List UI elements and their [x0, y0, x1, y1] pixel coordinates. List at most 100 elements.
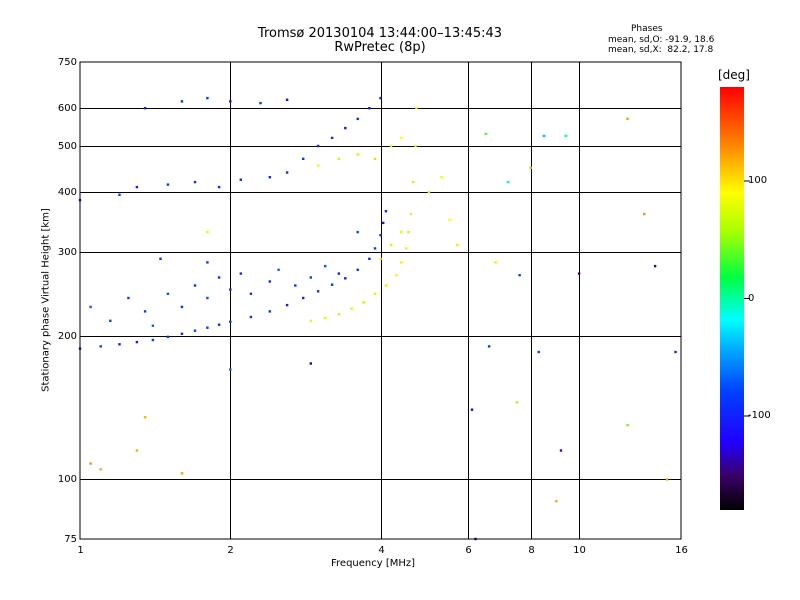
chart-subtitle: RwPretec (8p)	[334, 40, 426, 55]
data-point	[229, 288, 232, 291]
stats-heading: Phases	[631, 24, 663, 34]
data-point	[206, 230, 209, 234]
data-point	[217, 323, 221, 326]
x-tick-label: 10	[573, 545, 586, 556]
data-point	[229, 320, 232, 323]
data-point	[302, 157, 305, 160]
data-point	[166, 292, 170, 295]
data-point	[249, 315, 253, 319]
data-point	[330, 136, 334, 140]
data-point	[206, 326, 209, 329]
y-tick-label: 300	[57, 246, 77, 258]
data-point	[193, 180, 197, 184]
data-point	[239, 272, 242, 275]
data-point	[99, 345, 102, 348]
data-point	[135, 340, 139, 344]
x-tick-label: 6	[465, 545, 472, 556]
plot-frame	[79, 61, 682, 540]
data-point	[674, 350, 677, 354]
data-point	[143, 310, 147, 313]
colorbar-scale	[720, 87, 744, 510]
data-point	[118, 343, 121, 346]
y-tick-label: 200	[57, 330, 77, 342]
data-point	[166, 183, 170, 186]
data-point	[411, 180, 415, 184]
data-point	[127, 296, 130, 300]
colorbar-label: [deg]	[718, 68, 750, 82]
data-point	[379, 234, 382, 237]
data-point	[206, 261, 209, 264]
data-point	[395, 274, 398, 277]
data-point	[400, 136, 403, 140]
data-point	[239, 178, 242, 181]
data-point	[118, 193, 121, 196]
data-point	[362, 301, 365, 304]
data-point	[506, 180, 510, 184]
data-point	[356, 230, 359, 234]
data-point	[302, 296, 305, 300]
data-point	[268, 310, 271, 313]
data-point	[415, 107, 418, 110]
data-point	[324, 264, 327, 268]
data-point	[206, 296, 209, 300]
data-point	[356, 153, 359, 156]
data-point	[409, 212, 412, 216]
data-point	[494, 261, 497, 264]
data-point	[427, 191, 431, 194]
data-point	[414, 144, 417, 148]
data-point	[309, 362, 312, 365]
data-point	[373, 247, 377, 250]
x-tick-label: 2	[227, 545, 234, 556]
data-point	[487, 345, 491, 348]
data-point	[285, 303, 289, 307]
stats-x-mode: mean, sd,X: 82.2, 17.8	[608, 45, 714, 55]
data-point	[259, 101, 262, 105]
data-point	[518, 274, 521, 277]
data-point	[268, 280, 271, 283]
data-point	[180, 332, 184, 335]
data-point	[384, 210, 388, 213]
x-tick-label: 16	[675, 545, 688, 556]
data-point	[356, 268, 359, 271]
x-tick-label: 4	[378, 545, 385, 556]
data-point	[249, 292, 253, 295]
data-point	[180, 305, 184, 309]
data-point	[537, 350, 540, 354]
data-point	[484, 132, 487, 136]
data-point	[99, 468, 102, 471]
y-tick-label: 500	[57, 140, 77, 152]
colorbar-tick-label: 0	[748, 292, 755, 304]
stats-o-mode: mean, sd,O: -91.9, 18.6	[608, 35, 715, 45]
data-point	[368, 257, 371, 260]
y-tick-label: 750	[57, 56, 77, 68]
data-point	[448, 218, 451, 222]
data-point	[159, 257, 162, 260]
data-point	[379, 96, 382, 100]
data-point	[217, 276, 221, 279]
data-point	[337, 313, 340, 316]
data-point	[407, 230, 410, 234]
data-point	[143, 416, 147, 419]
x-axis-label: Frequency [MHz]	[331, 558, 416, 569]
chart-title: Tromsø 20130104 13:44:00–13:45:43	[257, 26, 503, 41]
data-point	[643, 212, 646, 216]
data-point	[217, 185, 221, 189]
data-point	[389, 243, 393, 247]
data-point	[665, 478, 669, 481]
data-point	[180, 100, 184, 103]
data-point	[316, 164, 320, 167]
data-point	[229, 100, 232, 103]
data-point	[653, 264, 657, 268]
colorbar-ticks	[744, 180, 750, 417]
data-point	[373, 292, 377, 295]
data-point	[577, 272, 581, 275]
data-point	[135, 185, 139, 189]
data-point	[206, 96, 209, 100]
data-point	[564, 134, 567, 138]
y-tick-label: 100	[57, 473, 77, 485]
data-point	[109, 319, 112, 322]
data-point	[350, 307, 353, 310]
